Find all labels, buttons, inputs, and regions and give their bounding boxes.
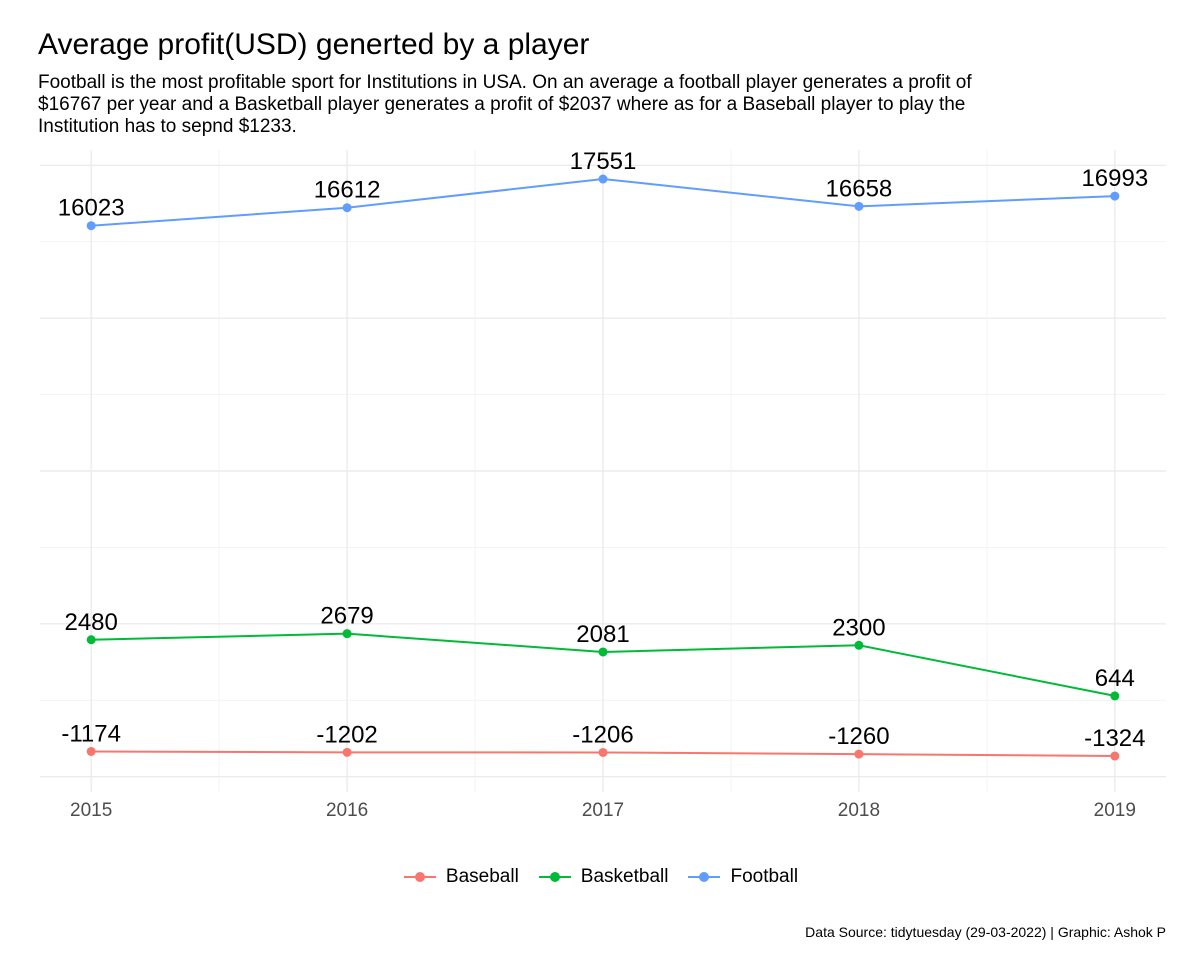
baseball-point [86, 746, 96, 756]
football-point [342, 203, 352, 213]
basketball-value-label: 2679 [320, 603, 373, 630]
basketball-value-label: 644 [1095, 665, 1135, 692]
football-value-label: 16658 [826, 175, 893, 202]
baseball-point [854, 749, 864, 759]
football-value-label: 16612 [314, 177, 381, 204]
x-tick-label: 2019 [1094, 800, 1136, 821]
legend-label-basketball: Basketball [580, 866, 669, 887]
football-point [86, 221, 96, 231]
baseball-value-label: -1260 [828, 723, 889, 750]
basketball-value-label: 2480 [64, 609, 117, 636]
baseball-point [598, 747, 608, 757]
football-value-label: 17551 [570, 148, 637, 175]
legend-item-baseball: Baseball [402, 866, 519, 888]
legend-item-basketball: Basketball [537, 866, 669, 888]
grid-lines [40, 150, 1166, 792]
x-tick-label: 2017 [582, 800, 624, 821]
legend-label-baseball: Baseball [445, 866, 519, 887]
basketball-point [86, 635, 96, 645]
legend: Baseball Basketball Football [0, 866, 1200, 888]
x-tick-label: 2018 [838, 800, 880, 821]
football-point [598, 174, 608, 184]
series-lines [86, 174, 1120, 761]
basketball-point [854, 640, 864, 650]
x-tick-label: 2016 [326, 800, 368, 821]
x-tick-label: 2015 [70, 800, 112, 821]
basketball-value-label: 2300 [832, 614, 885, 641]
chart-title: Average profit(USD) generted by a player [38, 28, 590, 61]
football-value-label: 16993 [1081, 165, 1148, 192]
football-value-label: 16023 [58, 195, 125, 222]
caption: Data Source: tidytuesday (29-03-2022) | … [805, 924, 1166, 940]
baseball-point [342, 747, 352, 757]
football-point [1110, 191, 1120, 201]
legend-key-basketball [537, 867, 573, 887]
chart-subtitle: Football is the most profitable sport fo… [38, 72, 972, 137]
football-point [854, 201, 864, 211]
baseball-value-label: -1324 [1084, 725, 1145, 752]
x-axis-ticks: 2015 2016 2017 2018 2019 [70, 800, 1136, 821]
baseball-point [1110, 751, 1120, 761]
legend-key-football [686, 867, 722, 887]
basketball-point [598, 647, 608, 657]
baseball-value-label: -1206 [572, 721, 633, 748]
baseball-value-label: -1174 [61, 720, 121, 747]
basketball-value-label: 2081 [576, 621, 629, 648]
legend-item-football: Football [686, 866, 798, 888]
legend-key-baseball [402, 867, 438, 887]
data-labels: -1174 -1202 -1206 -1260 -1324 2480 2679 2081 230… [58, 148, 1148, 752]
baseball-value-label: -1202 [316, 721, 377, 748]
legend-label-football: Football [730, 866, 799, 887]
basketball-point [1110, 691, 1120, 701]
basketball-point [342, 629, 352, 639]
